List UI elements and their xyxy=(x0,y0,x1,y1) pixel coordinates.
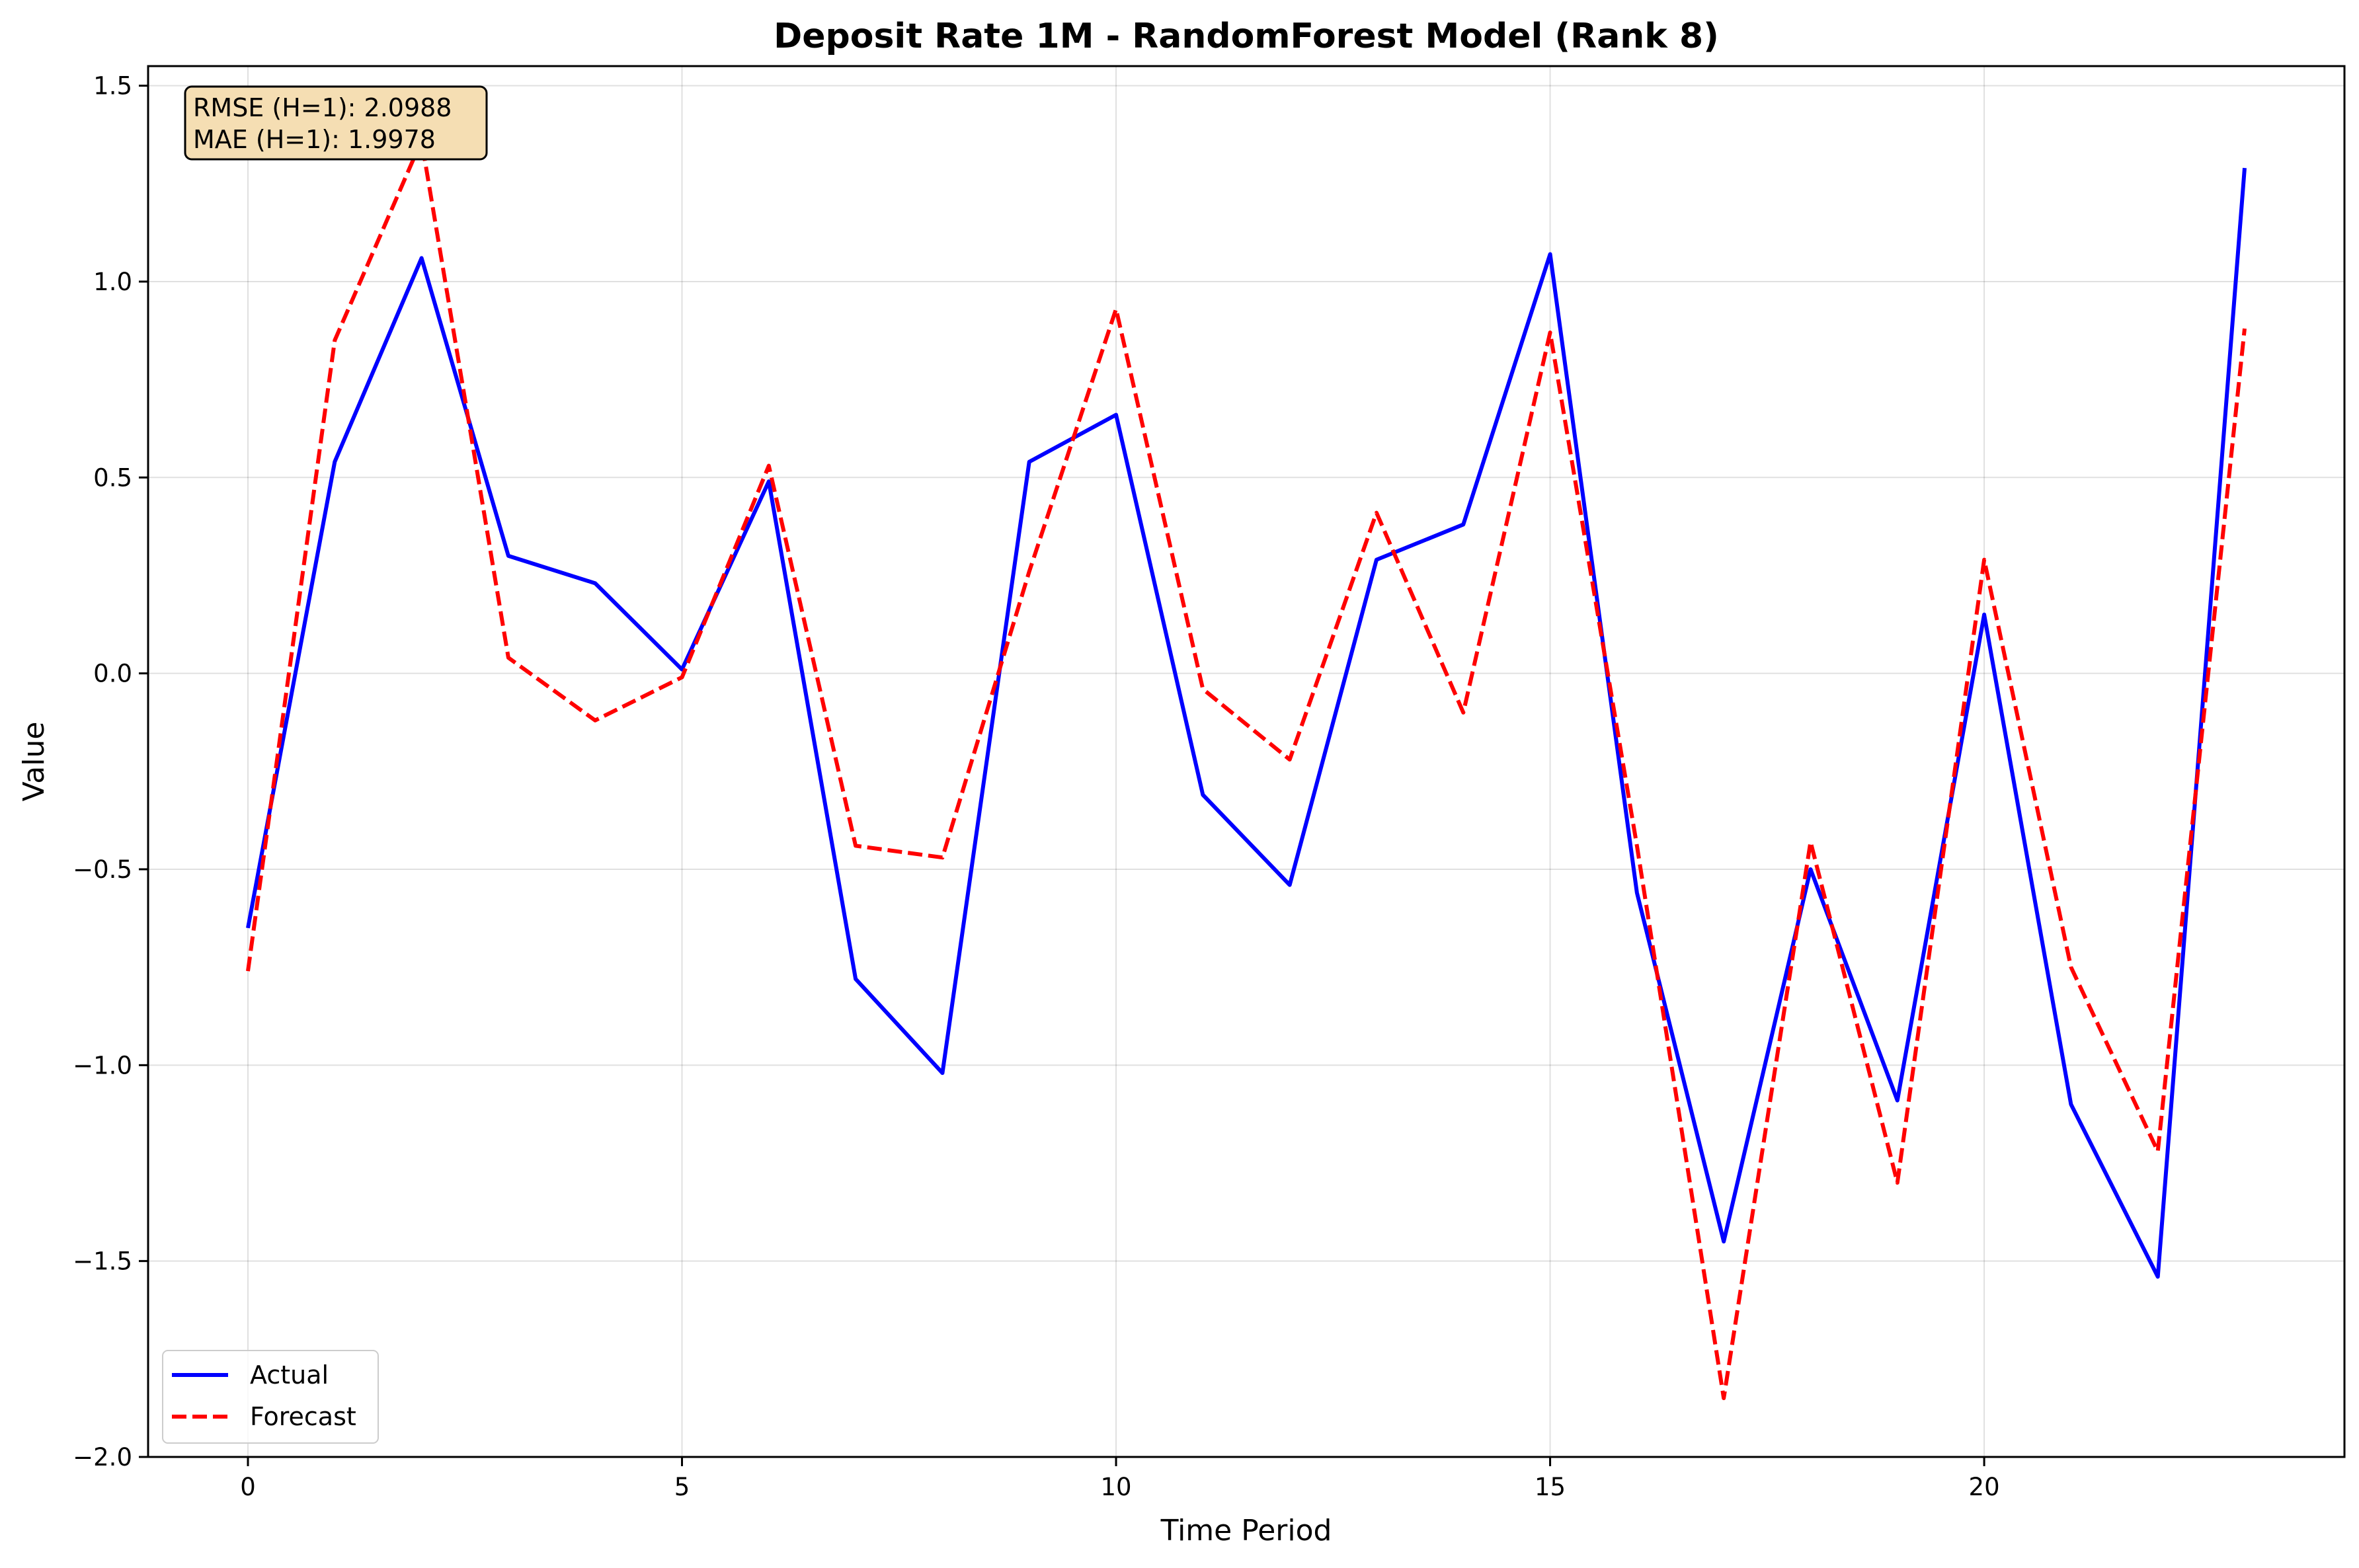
mae-text: MAE (H=1): 1.9978 xyxy=(193,125,436,154)
x-tick-label: 0 xyxy=(240,1473,256,1501)
y-tick-label: −2.0 xyxy=(73,1443,132,1471)
series-line-actual xyxy=(246,167,2247,1279)
x-tick-label: 15 xyxy=(1535,1473,1566,1501)
y-tick-label: 0.5 xyxy=(93,463,132,492)
rmse-text: RMSE (H=1): 2.0988 xyxy=(193,93,452,122)
y-tick-label: 0.0 xyxy=(93,660,132,688)
legend-label-actual: Actual xyxy=(250,1360,329,1390)
y-tick-label: 1.5 xyxy=(93,72,132,100)
x-tick-label: 10 xyxy=(1100,1473,1131,1501)
y-tick-label: 1.0 xyxy=(93,268,132,296)
metrics-annotation: RMSE (H=1): 2.0988 MAE (H=1): 1.9978 xyxy=(184,85,488,161)
series-group xyxy=(246,138,2247,1401)
ticks: 0 5 10 15 20 1.5 1.0 0.5 0.0 −0.5 −1.0 −1.5 −2.0 xyxy=(73,72,1999,1501)
y-tick-label: −1.5 xyxy=(73,1247,132,1276)
series-line-forecast xyxy=(246,138,2247,1401)
x-tick-label: 5 xyxy=(674,1473,690,1501)
x-tick-label: 20 xyxy=(1969,1473,2000,1501)
x-axis-label: Time Period xyxy=(1160,1514,1332,1548)
metrics-annotation-box xyxy=(184,85,488,161)
legend: Actual Forecast xyxy=(162,1350,379,1444)
y-tick-label: −1.0 xyxy=(73,1051,132,1079)
chart-title: Deposit Rate 1M - RandomForest Model (Ra… xyxy=(774,17,1719,56)
y-tick-label: −0.5 xyxy=(73,855,132,884)
y-axis-label: Value xyxy=(17,722,51,802)
legend-item-actual: Actual xyxy=(172,1360,329,1390)
legend-item-forecast: Forecast xyxy=(172,1402,356,1431)
legend-label-forecast: Forecast xyxy=(250,1402,356,1431)
plot-frame xyxy=(147,65,2346,1458)
